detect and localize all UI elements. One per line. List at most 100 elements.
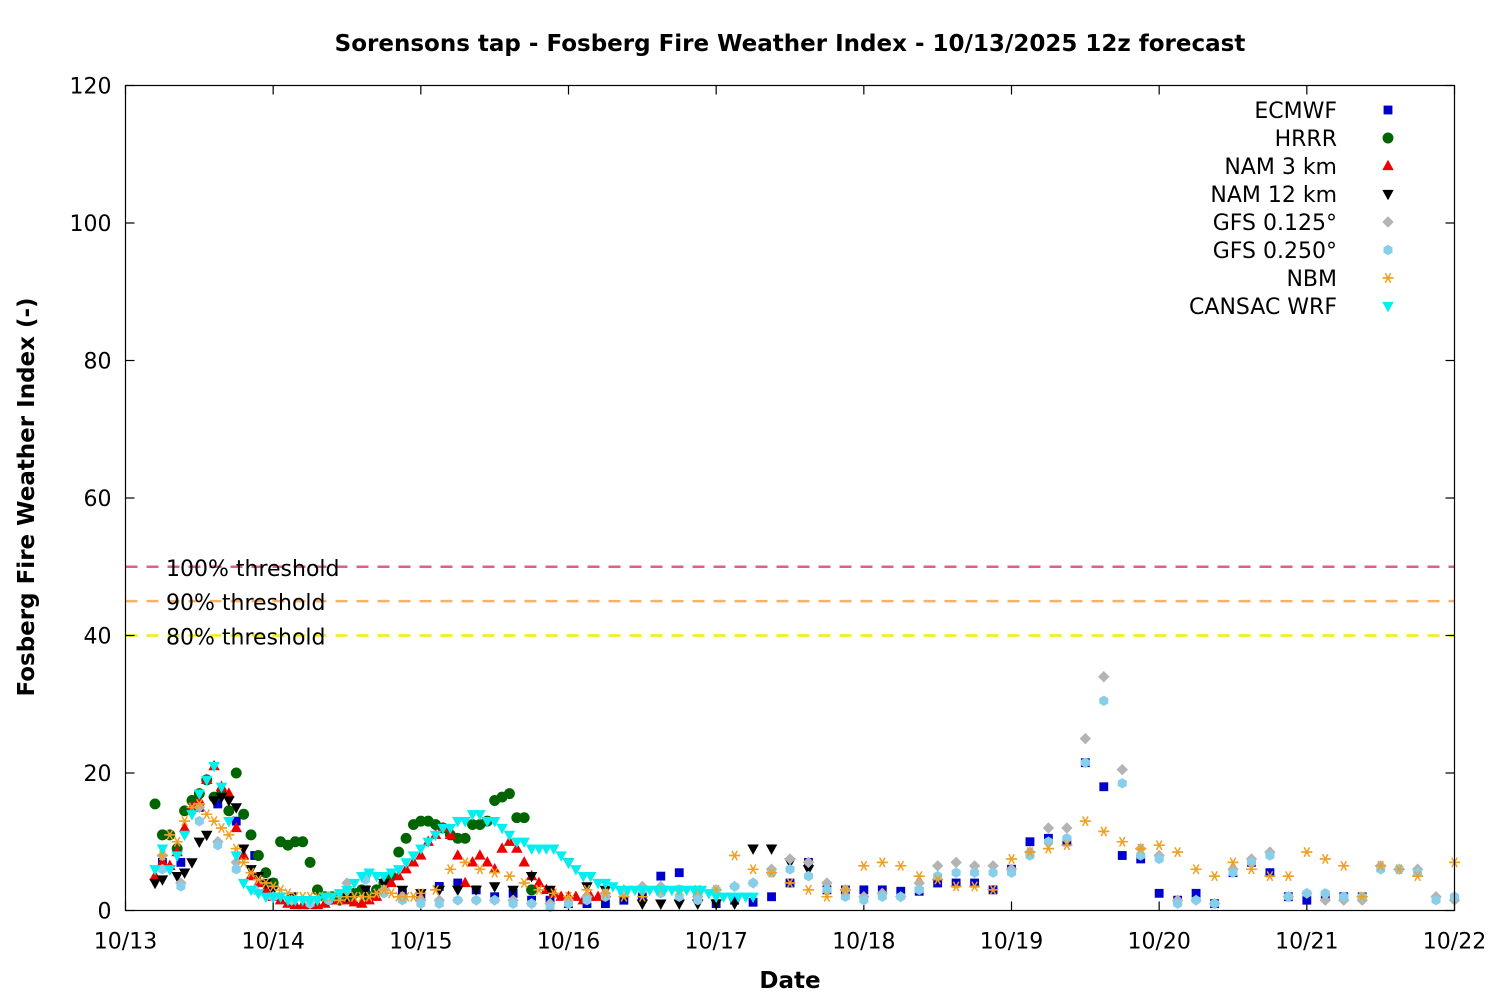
series-cansac-wrf-point — [385, 868, 398, 879]
legend-label: HRRR — [1275, 127, 1337, 152]
series-gfs-0-250-point — [1173, 898, 1183, 909]
series-cansac-wrf-point — [525, 844, 538, 855]
series-gfs-0-125-point — [1079, 732, 1092, 745]
series-gfs-0-250-point — [471, 894, 481, 906]
series-gfs-0-250-point — [803, 870, 813, 882]
series-cansac-wrf-point — [378, 871, 390, 883]
series-gfs-0-250-point — [1210, 898, 1220, 909]
series-gfs-0-125-point — [1098, 671, 1110, 683]
series-nam-12-km-point — [544, 885, 556, 897]
series-nbm-point — [385, 888, 397, 899]
y-tick-label: 80 — [84, 350, 112, 375]
series-cansac-wrf-point — [680, 885, 693, 897]
series-nbm-point — [1264, 871, 1276, 882]
series-gfs-0-250-point — [545, 901, 555, 913]
x-tick-label: 10/17 — [684, 930, 747, 955]
series-cansac-wrf-point — [621, 885, 634, 897]
series-hrrr-point — [260, 867, 272, 879]
series-nbm-point — [267, 881, 279, 892]
series-nam-12-km-point — [710, 899, 722, 910]
series-ecmwf-point — [674, 868, 684, 878]
series-nam-12-km-point — [673, 899, 685, 910]
series-nbm-point — [1356, 891, 1368, 902]
series-nbm-point — [913, 871, 925, 882]
series-cansac-wrf-point — [392, 865, 405, 876]
series-ecmwf-point — [933, 878, 943, 888]
series-cansac-wrf-point — [260, 892, 272, 903]
series-cansac-wrf-point — [710, 892, 722, 903]
series-hrrr-point — [297, 836, 309, 848]
series-cansac-wrf-point — [488, 816, 501, 828]
series-cansac-wrf-point — [178, 830, 191, 842]
series-cansac-wrf-point — [474, 810, 486, 821]
series-nam-3-km-point — [178, 821, 191, 833]
series-cansac-wrf-point — [193, 789, 206, 800]
series-gfs-0-125-point — [987, 860, 999, 872]
series-ecmwf-point — [231, 816, 241, 826]
series-nbm-point — [1282, 871, 1294, 882]
series-nbm-point — [407, 891, 419, 902]
series-nbm-point — [208, 816, 220, 827]
series-cansac-wrf-point — [540, 844, 553, 855]
series-cansac-wrf-point — [533, 844, 545, 855]
series-cansac-wrf-point — [208, 761, 220, 773]
series-cansac-wrf-point — [304, 896, 316, 907]
series-cansac-wrf-point — [658, 885, 671, 897]
series-nam-3-km-point — [481, 856, 494, 867]
series-gfs-0-250-point — [1099, 695, 1109, 707]
series-nam-3-km-point — [518, 856, 530, 867]
series-gfs-0-250-point — [859, 894, 869, 906]
series-nam-12-km-point — [223, 796, 235, 807]
series-nam-3-km-point — [570, 890, 582, 901]
series-ecmwf-point — [951, 878, 961, 888]
series-cansac-wrf-point — [267, 892, 279, 903]
series-gfs-0-250-point — [1376, 864, 1386, 875]
series-nam-12-km-point — [230, 803, 242, 814]
series-gfs-0-250-point — [1283, 891, 1293, 902]
series-nbm-point — [1209, 871, 1221, 882]
series-cansac-wrf-point — [548, 844, 560, 855]
series-cansac-wrf-point — [400, 858, 412, 869]
series-gfs-0-250-point — [508, 898, 518, 909]
y-tick-label: 60 — [84, 487, 112, 512]
x-tick-label: 10/13 — [94, 930, 157, 955]
series-nam-12-km-point — [728, 899, 741, 910]
series-gfs-0-250-point — [600, 891, 610, 902]
series-cansac-wrf-point — [296, 896, 309, 907]
series-nam-12-km-point — [245, 865, 257, 876]
series-cansac-wrf-point — [688, 885, 700, 897]
series-nbm-point — [156, 850, 168, 861]
series-nam-12-km-point — [525, 871, 538, 883]
series-gfs-0-250-point — [693, 894, 703, 906]
series-cansac-wrf-point — [415, 844, 427, 855]
series-ecmwf-point — [1117, 851, 1127, 860]
series-nam-3-km-point — [356, 897, 368, 908]
series-gfs-0-125-point — [1042, 822, 1055, 834]
legend-marker — [1382, 189, 1394, 201]
series-ecmwf-point — [1302, 895, 1312, 905]
series-hrrr-point — [518, 812, 530, 824]
series-nam-3-km-point — [385, 876, 398, 888]
series-nbm-point — [459, 857, 471, 868]
series-nbm-point — [821, 891, 833, 902]
series-nbm-point — [599, 888, 611, 899]
legend-label: GFS 0.125° — [1213, 211, 1337, 236]
series-gfs-0-250-point — [582, 894, 592, 906]
series-cansac-wrf-point — [703, 889, 715, 900]
series-cansac-wrf-point — [319, 892, 331, 903]
x-tick-label: 10/19 — [980, 930, 1043, 955]
series-nam-12-km-point — [655, 899, 667, 910]
series-cansac-wrf-point — [370, 871, 383, 883]
series-nam-3-km-point — [459, 876, 471, 888]
series-cansac-wrf-point — [739, 892, 752, 903]
series-gfs-0-250-point — [1302, 888, 1312, 899]
series-nbm-point — [1079, 816, 1091, 827]
legend-label: NAM 3 km — [1224, 155, 1337, 180]
series-gfs-0-125-point — [230, 856, 242, 869]
series-nam-3-km-point — [348, 896, 361, 907]
series-cansac-wrf-point — [577, 871, 589, 883]
series-nam-12-km-point — [581, 882, 593, 893]
series-gfs-0-250-point — [730, 881, 740, 892]
series-nbm-point — [260, 877, 272, 889]
series-hrrr-point — [400, 832, 412, 844]
